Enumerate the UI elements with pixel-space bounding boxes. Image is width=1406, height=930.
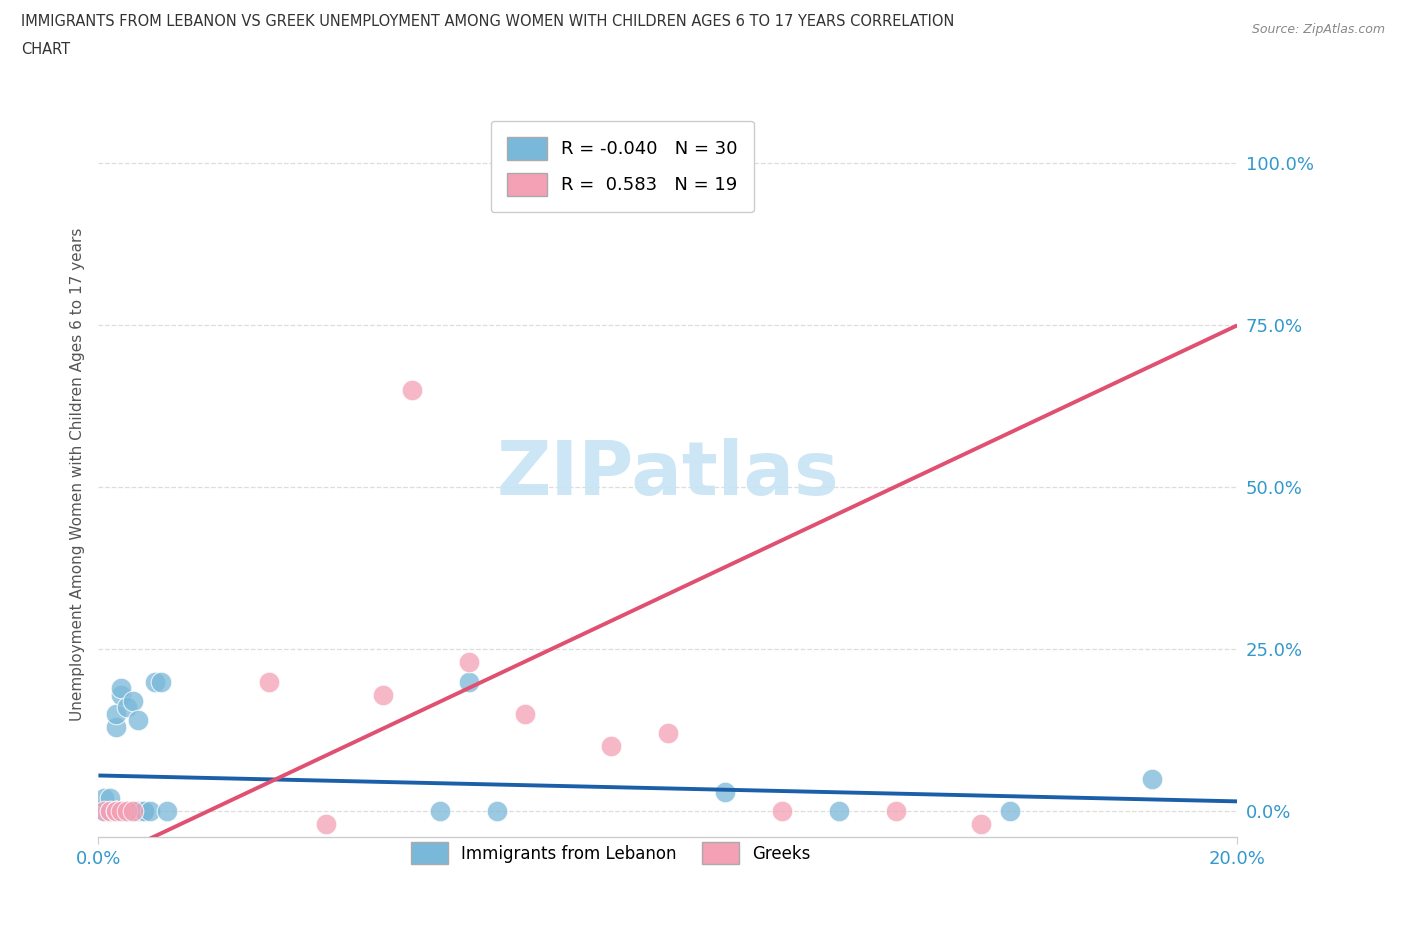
Point	[127, 713, 149, 728]
Point	[515, 707, 537, 722]
Point	[884, 804, 907, 818]
Point	[486, 804, 509, 818]
Point	[104, 804, 127, 818]
Point	[115, 700, 138, 715]
Point	[121, 694, 143, 709]
Point	[98, 790, 121, 805]
Text: ZIPatlas: ZIPatlas	[496, 438, 839, 511]
Point	[132, 804, 155, 818]
Point	[110, 687, 132, 702]
Point	[401, 382, 423, 397]
Point	[98, 804, 121, 818]
Point	[132, 804, 155, 818]
Y-axis label: Unemployment Among Women with Children Ages 6 to 17 years: Unemployment Among Women with Children A…	[69, 228, 84, 721]
Point	[315, 817, 337, 831]
Point	[150, 674, 173, 689]
Point	[93, 790, 115, 805]
Point	[156, 804, 179, 818]
Point	[998, 804, 1021, 818]
Point	[110, 804, 132, 818]
Point	[657, 726, 679, 741]
Point	[104, 720, 127, 735]
Point	[98, 804, 121, 818]
Legend: Immigrants from Lebanon, Greeks: Immigrants from Lebanon, Greeks	[404, 834, 818, 872]
Point	[457, 674, 479, 689]
Point	[127, 804, 149, 818]
Point	[121, 804, 143, 818]
Point	[373, 687, 395, 702]
Point	[110, 681, 132, 696]
Point	[145, 674, 167, 689]
Point	[259, 674, 281, 689]
Point	[970, 817, 993, 831]
Point	[104, 804, 127, 818]
Point	[457, 655, 479, 670]
Point	[93, 804, 115, 818]
Point	[121, 804, 143, 818]
Text: IMMIGRANTS FROM LEBANON VS GREEK UNEMPLOYMENT AMONG WOMEN WITH CHILDREN AGES 6 T: IMMIGRANTS FROM LEBANON VS GREEK UNEMPLO…	[21, 14, 955, 29]
Text: Source: ZipAtlas.com: Source: ZipAtlas.com	[1251, 23, 1385, 36]
Point	[104, 707, 127, 722]
Point	[1140, 771, 1163, 786]
Point	[628, 156, 651, 171]
Point	[138, 804, 160, 818]
Text: CHART: CHART	[21, 42, 70, 57]
Point	[714, 784, 737, 799]
Point	[600, 738, 623, 753]
Point	[115, 804, 138, 818]
Point	[98, 804, 121, 818]
Point	[429, 804, 451, 818]
Point	[115, 804, 138, 818]
Point	[93, 804, 115, 818]
Point	[770, 804, 793, 818]
Point	[115, 804, 138, 818]
Point	[828, 804, 851, 818]
Point	[104, 804, 127, 818]
